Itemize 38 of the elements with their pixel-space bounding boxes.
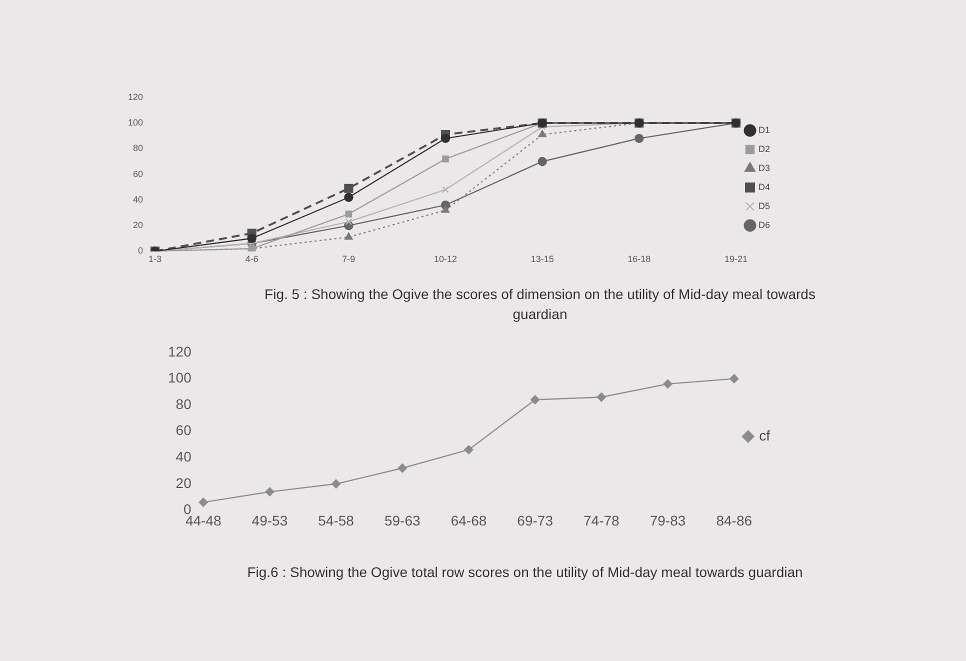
x-tick-label: 84-86 [716, 512, 752, 528]
x-tick-label: 4-6 [245, 254, 258, 264]
x-tick-label: 69-73 [517, 512, 554, 528]
legend-label: cf [759, 427, 770, 444]
x-tick-label: 19-21 [724, 254, 748, 264]
y-tick-label: 40 [176, 448, 192, 464]
legend-label: D3 [758, 162, 770, 173]
y-tick-label: 100 [128, 118, 144, 128]
x-tick-label: 79-83 [650, 512, 686, 528]
y-tick-label: 20 [176, 474, 192, 491]
x-tick-label: 54-58 [318, 512, 354, 528]
x-tick-label: 7-9 [342, 254, 356, 264]
legend-label: D1 [758, 124, 770, 135]
legend-label: D6 [758, 220, 770, 230]
y-tick-label: 20 [133, 220, 144, 230]
y-tick-label: 40 [133, 194, 144, 204]
y-tick-label: 120 [128, 92, 144, 102]
y-tick-label: 100 [168, 370, 192, 386]
x-tick-label: 59-63 [384, 512, 421, 528]
y-tick-label: 60 [176, 422, 192, 438]
y-tick-label: 0 [138, 246, 144, 256]
y-tick-label: 80 [176, 396, 192, 412]
x-tick-label: 10-12 [434, 254, 458, 264]
y-tick-label: 120 [168, 343, 192, 360]
y-tick-label: 60 [133, 168, 144, 179]
legend-label: D5 [758, 200, 770, 211]
x-tick-label: 49-53 [252, 512, 288, 528]
caption: Fig.6 : Showing the Ogive total row scores on the utility of Mid-day meal towards guardian [246, 563, 804, 582]
x-tick-label: 1-3 [148, 254, 162, 264]
x-tick-label: 64-68 [450, 512, 487, 528]
y-tick-label: 0 [184, 501, 192, 518]
caption: Fig. 5 : Showing the Ogive the scores of dimension on the utility of Mid-day meal towards guardian [264, 285, 816, 324]
legend-label: D2 [758, 144, 770, 154]
x-tick-label: 74-78 [584, 512, 620, 528]
legend-label: D4 [758, 182, 770, 192]
x-tick-label: 16-18 [628, 254, 651, 264]
x-tick-label: 13-15 [530, 254, 554, 264]
y-tick-label: 80 [133, 143, 144, 154]
